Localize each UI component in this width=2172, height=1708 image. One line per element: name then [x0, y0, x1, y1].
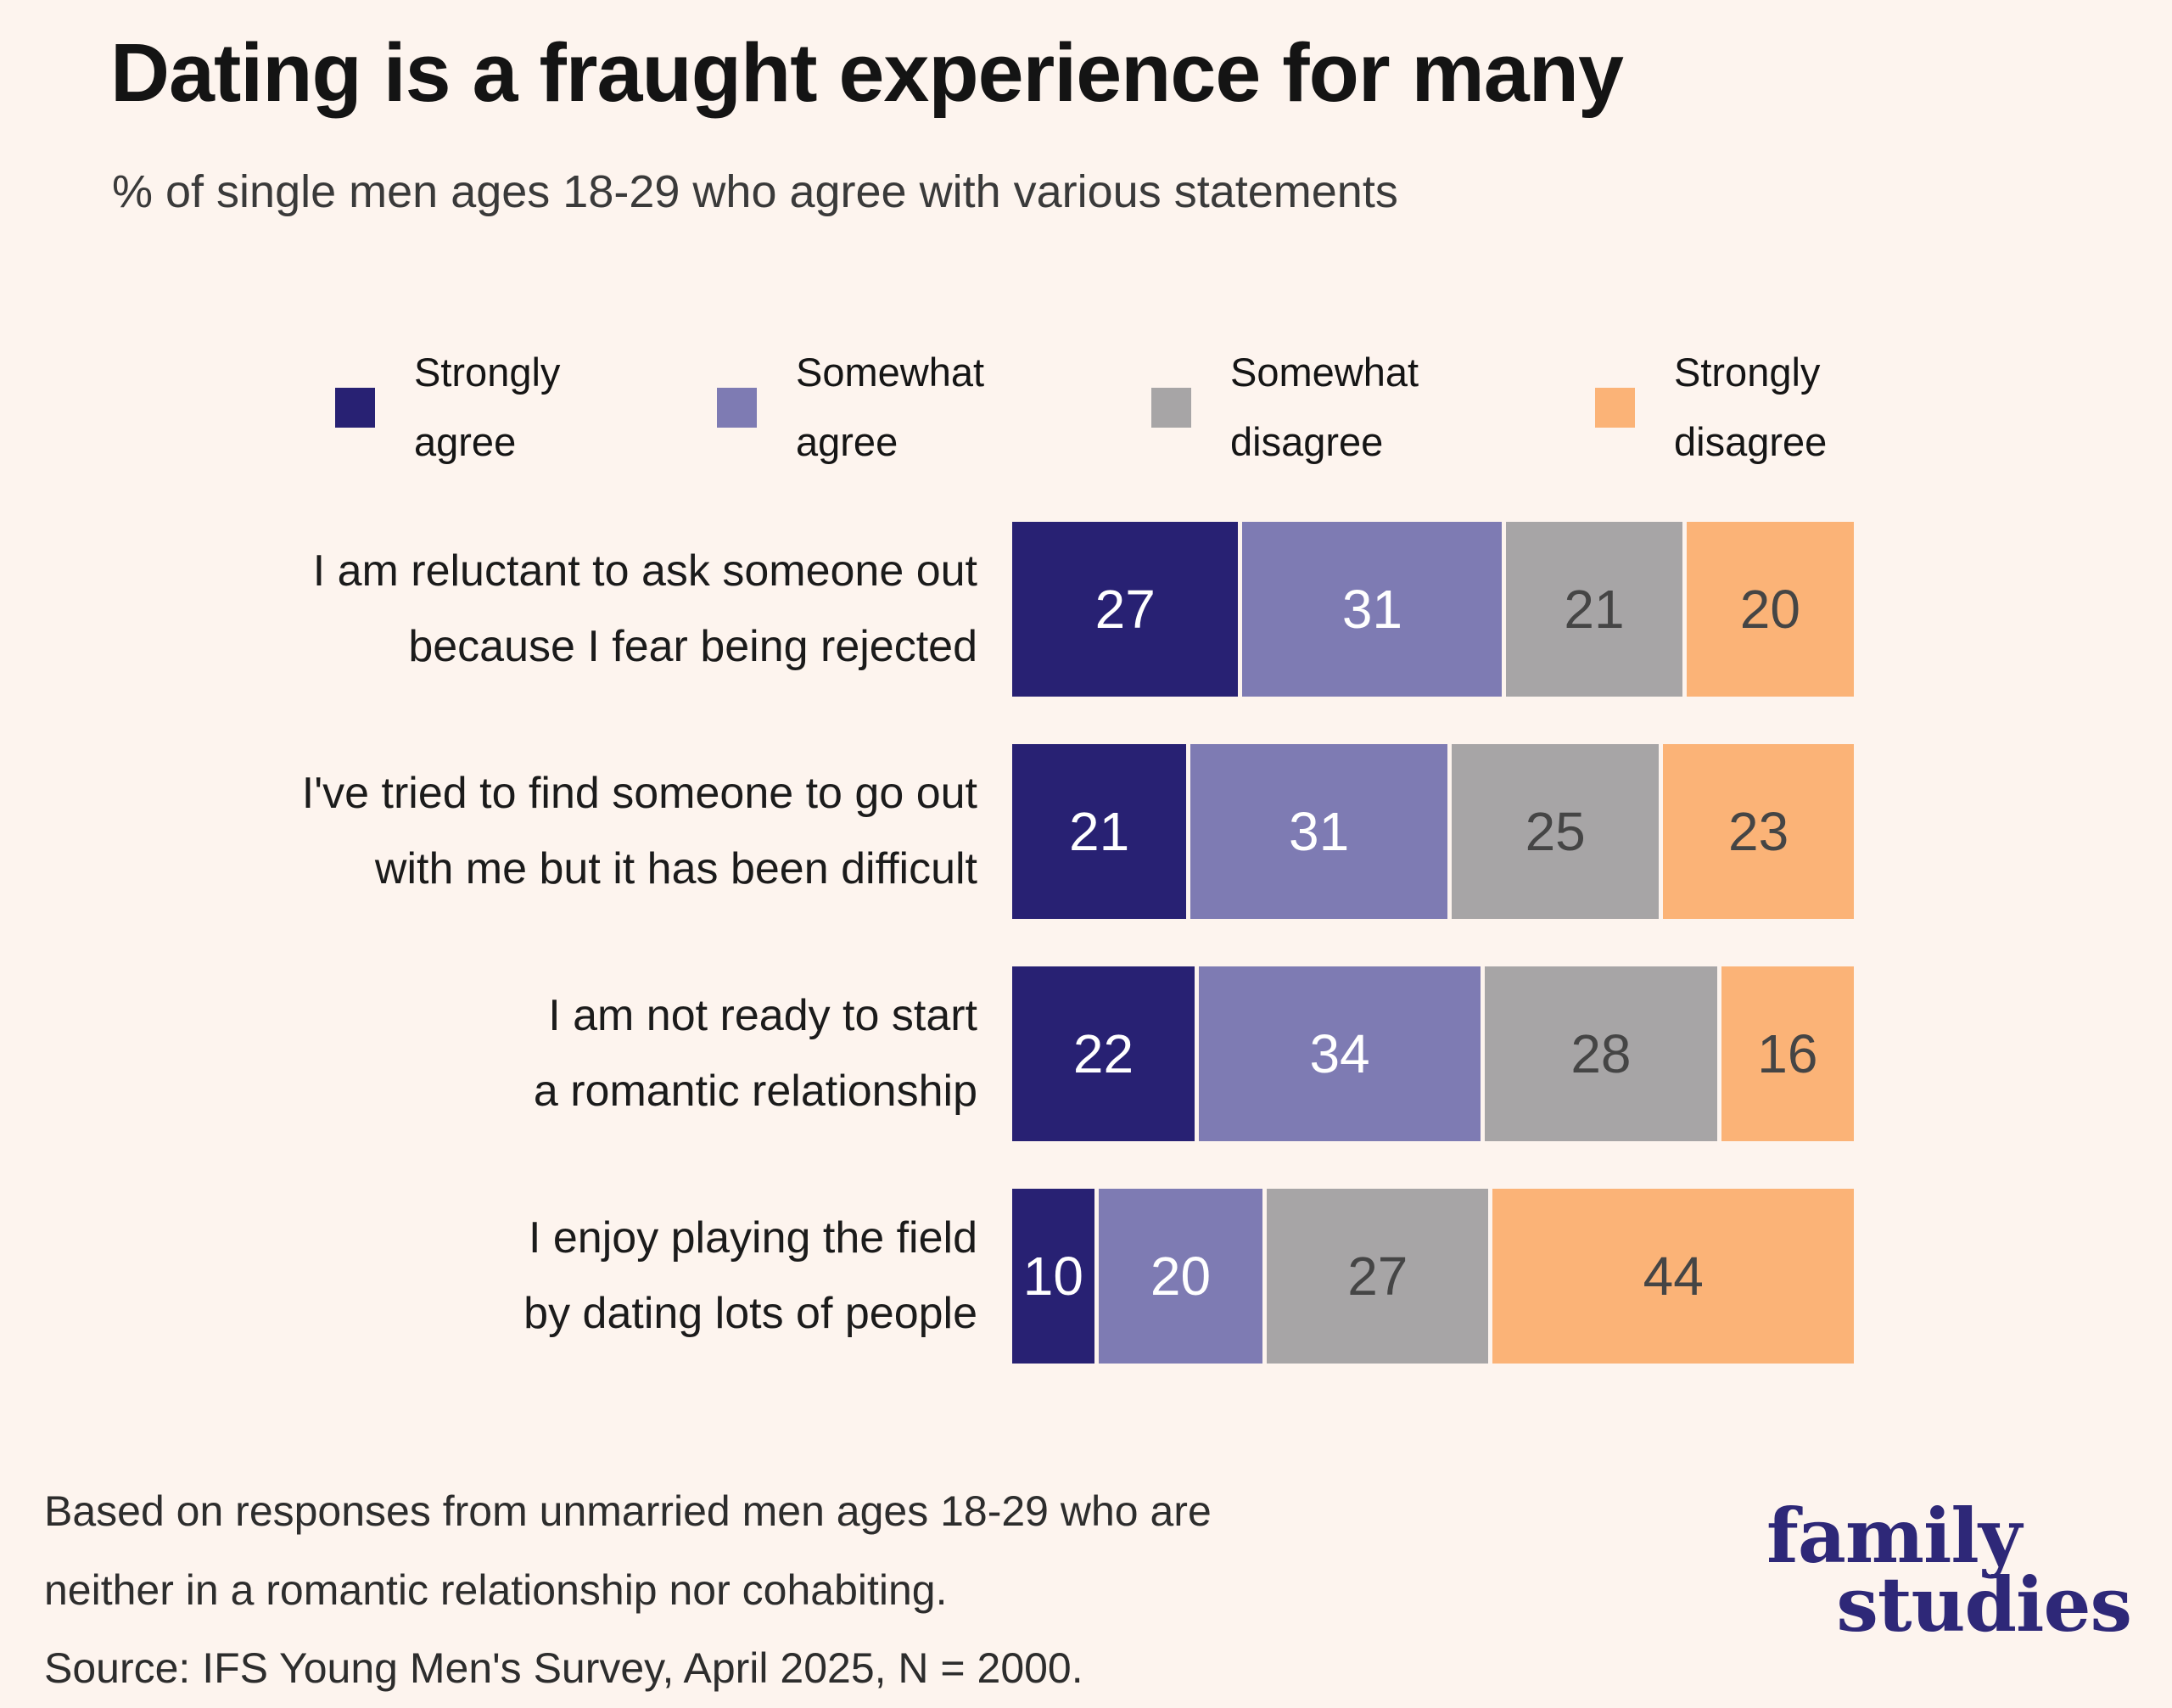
bar-segment: 23: [1663, 744, 1854, 919]
bar-segment: 25: [1452, 744, 1660, 919]
bar-value-label: 31: [1289, 801, 1350, 862]
bar-value-label: 25: [1525, 801, 1586, 862]
footnote: Based on responses from unmarried men ag…: [44, 1472, 1212, 1708]
row-label: I enjoy playing the field by dating lots…: [523, 1212, 977, 1338]
bar-segment: 20: [1686, 522, 1854, 697]
bar-segment: 34: [1198, 966, 1481, 1141]
row-label: I am not ready to start a romantic relat…: [533, 990, 977, 1116]
bar-segment: 27: [1012, 522, 1239, 697]
bar-segment: 22: [1012, 966, 1195, 1141]
legend: Strongly agree Somewhat agree Somewhat dis…: [335, 338, 1827, 478]
legend-label: Strongly disagree: [1674, 350, 1828, 465]
bar-value-label: 20: [1739, 579, 1800, 640]
bar-value-label: 10: [1022, 1246, 1083, 1307]
logo-word-family: family: [1766, 1492, 2022, 1581]
stacked-bar-chart: I am reluctant to ask someone out becaus…: [0, 522, 1854, 1411]
legend-item: Somewhat disagree: [1151, 338, 1595, 478]
footnote-line: Source: IFS Young Men's Survey, April 20…: [44, 1644, 1083, 1692]
bar-value-label: 44: [1643, 1246, 1704, 1307]
legend-swatch-icon: [335, 387, 375, 428]
bar-segment: 44: [1492, 1189, 1854, 1364]
chart-subtitle: % of single men ages 18-29 who agree wit…: [112, 166, 1398, 217]
legend-item: Strongly disagree: [1595, 338, 1827, 478]
legend-swatch-icon: [1595, 387, 1635, 428]
bar-value-label: 16: [1757, 1023, 1818, 1084]
bar-segment: 20: [1098, 1189, 1263, 1364]
bar-value-label: 21: [1068, 801, 1130, 862]
bar-value-label: 28: [1570, 1023, 1632, 1084]
legend-swatch-icon: [717, 387, 757, 428]
stacked-bar: 22 34 28 16: [1012, 966, 1854, 1141]
bar-value-label: 34: [1309, 1023, 1370, 1084]
legend-label: Somewhat disagree: [1230, 350, 1419, 465]
bar-value-label: 27: [1094, 579, 1156, 640]
bar-segment: 31: [1242, 522, 1503, 697]
legend-item: Somewhat agree: [717, 338, 1151, 478]
bar-value-label: 21: [1564, 579, 1625, 640]
legend-item: Strongly agree: [335, 338, 717, 478]
chart-row: I've tried to find someone to go out wit…: [0, 744, 1854, 919]
row-label: I've tried to find someone to go out wit…: [301, 768, 977, 893]
bar-segment: 10: [1012, 1189, 1094, 1364]
bar-value-label: 23: [1728, 801, 1789, 862]
bar-segment: 21: [1506, 522, 1682, 697]
bar-value-label: 20: [1150, 1246, 1212, 1307]
bar-segment: 16: [1721, 966, 1854, 1141]
bar-segment: 21: [1012, 744, 1187, 919]
chart-row: I am reluctant to ask someone out becaus…: [0, 522, 1854, 697]
bar-value-label: 27: [1347, 1246, 1408, 1307]
legend-label: Somewhat agree: [796, 350, 985, 465]
stacked-bar: 21 31 25 23: [1012, 744, 1854, 919]
chart-row: I am not ready to start a romantic relat…: [0, 966, 1854, 1141]
stacked-bar: 27 31 21 20: [1012, 522, 1854, 697]
family-studies-logo: family studies: [1766, 1492, 2132, 1649]
legend-swatch-icon: [1151, 387, 1191, 428]
chart-row: I enjoy playing the field by dating lots…: [0, 1189, 1854, 1364]
bar-segment: 27: [1267, 1189, 1489, 1364]
row-label: I am reluctant to ask someone out becaus…: [312, 546, 977, 671]
bar-value-label: 22: [1072, 1023, 1134, 1084]
bar-segment: 31: [1190, 744, 1448, 919]
legend-label: Strongly agree: [414, 350, 561, 465]
logo-word-studies: studies: [1836, 1560, 2132, 1649]
page-title: Dating is a fraught experience for many: [110, 26, 1624, 119]
bar-value-label: 31: [1341, 579, 1402, 640]
bar-segment: 28: [1485, 966, 1717, 1141]
stacked-bar: 10 20 27 44: [1012, 1189, 1854, 1364]
footnote-line: neither in a romantic relationship nor c…: [44, 1565, 948, 1614]
footnote-line: Based on responses from unmarried men ag…: [44, 1487, 1212, 1535]
